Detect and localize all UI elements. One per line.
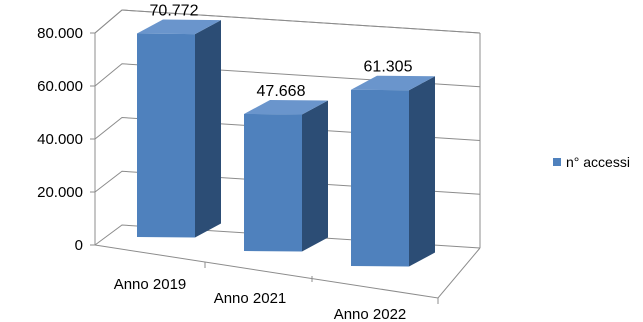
y-tick-label: 80.000 <box>37 25 83 42</box>
data-label: 47.668 <box>257 83 306 100</box>
x-axis-label: Anno 2021 <box>214 290 287 307</box>
bar-side <box>302 100 328 252</box>
x-axis-labels: Anno 2019 Anno 2021 Anno 2022 <box>114 262 439 322</box>
gridline <box>94 63 481 88</box>
data-labels: 70.772 47.668 61.305 <box>150 3 413 100</box>
bar-side <box>195 20 221 238</box>
legend-label: n° accessi <box>566 154 630 170</box>
gridline <box>94 9 481 34</box>
y-tick-label: 0 <box>75 237 83 254</box>
bars <box>137 19 435 267</box>
bar-front <box>351 89 409 267</box>
y-tick-label: 60.000 <box>37 78 83 95</box>
x-axis-label: Anno 2022 <box>334 306 407 322</box>
bar-side <box>409 76 435 267</box>
data-label: 61.305 <box>364 59 413 76</box>
data-label: 70.772 <box>150 3 199 20</box>
bar-top <box>137 19 221 35</box>
legend-swatch <box>553 158 561 166</box>
y-tick-label: 20.000 <box>37 184 83 201</box>
y-tick-label: 40.000 <box>37 131 83 148</box>
y-axis-ticks: 0 20.000 40.000 60.000 80.000 <box>37 25 95 254</box>
bar-top <box>244 99 328 115</box>
x-axis-label: Anno 2019 <box>114 276 187 293</box>
bar-front <box>137 33 195 238</box>
legend: n° accessi <box>553 154 630 170</box>
bar-front <box>244 113 302 252</box>
bar-top <box>351 75 435 91</box>
